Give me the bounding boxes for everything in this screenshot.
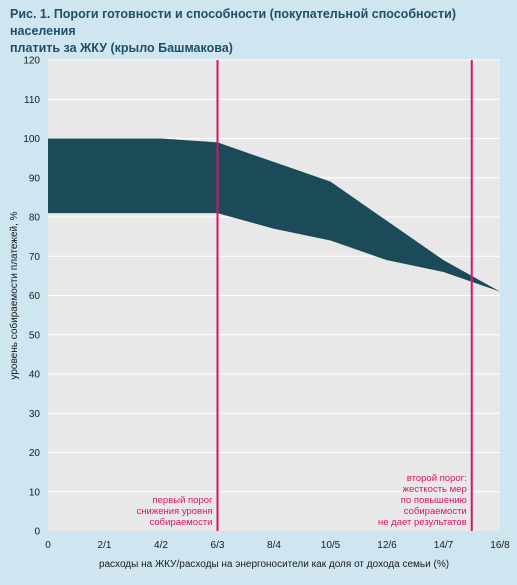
chart-title: Рис. 1. Пороги готовности и способности … (10, 6, 510, 57)
y-tick-label: 30 (29, 409, 41, 420)
chart-title-line-2: платить за ЖКУ (крыло Башмакова) (10, 41, 233, 55)
threshold-annotation: первый порог (153, 495, 214, 506)
x-tick-label: 16/8 (490, 540, 510, 551)
x-tick-label: 12/6 (377, 540, 397, 551)
y-tick-label: 120 (23, 56, 40, 67)
y-tick-label: 110 (24, 95, 40, 106)
x-tick-label: 8/4 (267, 540, 281, 551)
x-tick-label: 0 (45, 540, 51, 551)
y-tick-label: 40 (29, 370, 41, 381)
y-tick-label: 80 (29, 213, 41, 224)
threshold-annotation: жесткость мер (403, 484, 467, 495)
y-tick-label: 50 (29, 330, 41, 341)
x-tick-label: 14/7 (434, 540, 454, 551)
x-tick-labels: 0 2/1 4/2 6/3 8/4 10/5 12/6 14/7 16/8 (45, 540, 510, 551)
y-tick-label: 60 (29, 291, 41, 302)
x-tick-label: 4/2 (154, 540, 168, 551)
threshold-annotation: не дает результатов (378, 517, 467, 528)
y-tick-label: 100 (23, 134, 40, 145)
threshold-annotation: по повышению (401, 495, 467, 506)
y-tick-label: 10 (29, 487, 41, 498)
threshold-annotation: собираемости (150, 517, 213, 528)
threshold-annotation: собираемости (404, 506, 467, 517)
readiness-band (48, 138, 500, 292)
y-tick-label: 20 (29, 448, 41, 459)
x-axis-label: расходы на ЖКУ/расходы на энергоносители… (99, 559, 449, 570)
y-axis-label: уровень собираемости платежей, % (8, 211, 20, 379)
chart-title-line-1: Рис. 1. Пороги готовности и способности … (10, 7, 456, 38)
x-tick-label: 10/5 (321, 540, 341, 551)
y-tick-label: 0 (34, 527, 40, 538)
threshold-annotation: снижения уровня (137, 506, 213, 517)
y-tick-labels: 0 10 20 30 40 50 60 70 80 90 100 110 120 (23, 56, 40, 538)
x-tick-label: 6/3 (211, 540, 225, 551)
threshold-annotation: второй порог: (407, 473, 467, 484)
y-tick-label: 70 (29, 252, 41, 263)
y-tick-label: 90 (29, 173, 41, 184)
x-tick-label: 2/1 (98, 540, 112, 551)
